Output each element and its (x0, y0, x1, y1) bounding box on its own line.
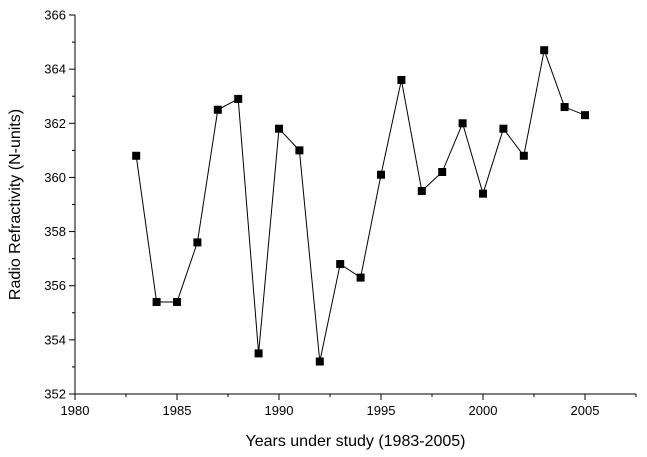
data-point-marker (397, 75, 406, 84)
data-point-marker (417, 186, 426, 195)
data-point-marker (193, 238, 202, 247)
y-tick-label: 360 (44, 170, 66, 185)
data-point-marker (213, 105, 222, 114)
x-tick-label: 1980 (61, 403, 90, 418)
data-point-marker (438, 168, 447, 177)
x-axis: 1980 1985 1990 1995 2000 2005 (61, 394, 637, 418)
data-point-marker (499, 124, 508, 133)
data-point-marker (254, 349, 263, 358)
x-axis-title: Years under study (1983-2005) (246, 433, 466, 450)
data-point-marker (356, 273, 365, 282)
data-point-marker (275, 124, 283, 133)
series-layer (132, 46, 589, 366)
y-tick-label: 358 (44, 224, 66, 239)
x-tick-label: 2005 (571, 403, 600, 418)
data-point-marker (336, 260, 345, 269)
y-tick-label: 354 (44, 332, 66, 347)
y-tick-label: 364 (44, 62, 66, 77)
data-point-marker (132, 151, 141, 160)
x-tick-label: 2000 (469, 403, 498, 418)
x-tick-label: 1990 (265, 403, 294, 418)
x-tick-label: 1985 (163, 403, 192, 418)
data-point-marker (152, 297, 161, 306)
y-tick-label: 356 (44, 278, 66, 293)
data-point-marker (234, 94, 243, 103)
data-point-marker (519, 151, 528, 160)
y-axis-title: Radio Refractivity (N-units) (7, 109, 24, 300)
data-point-marker (315, 357, 324, 366)
data-point-marker (295, 146, 304, 155)
data-point-marker (377, 170, 385, 179)
x-tick-label: 1995 (367, 403, 396, 418)
y-tick-label: 366 (44, 8, 66, 23)
y-tick-label: 362 (44, 116, 66, 131)
data-point-marker (173, 297, 181, 306)
data-point-marker (540, 46, 549, 55)
data-point-marker (479, 189, 487, 198)
y-axis: 352 354 356 358 360 362 364 366 (44, 8, 75, 402)
series-line (135, 48, 586, 362)
data-point-marker (581, 111, 589, 120)
y-tick-label: 352 (44, 387, 66, 402)
data-point-marker (560, 103, 569, 112)
data-point-marker (458, 119, 467, 128)
